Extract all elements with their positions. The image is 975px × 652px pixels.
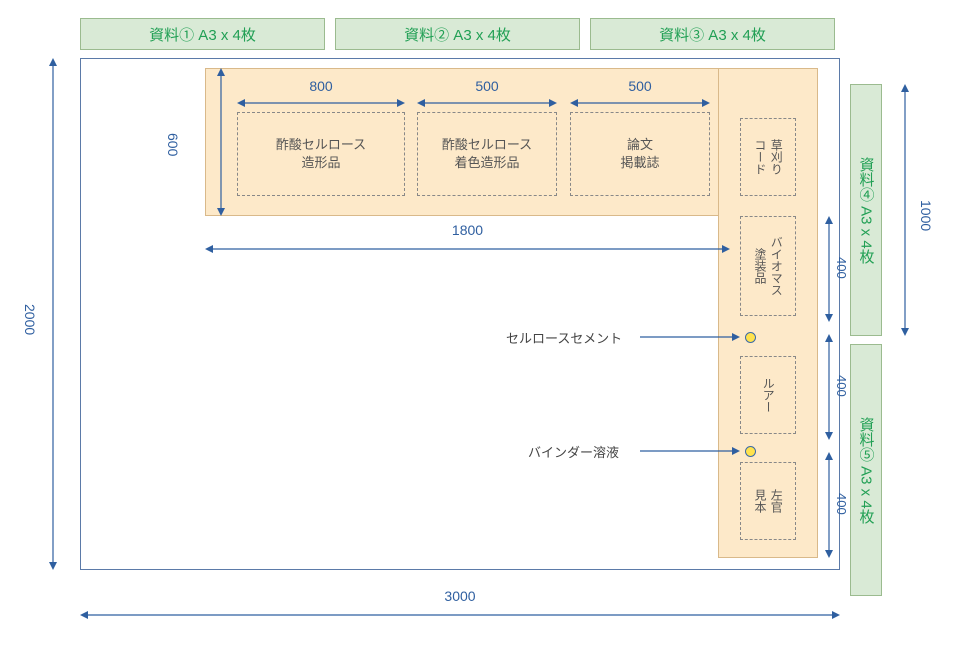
dim-arrow-2000 bbox=[48, 58, 58, 570]
panel-doc-3: 資料③ A3 x 4枚 bbox=[590, 18, 835, 50]
dim-arrow-1800 bbox=[205, 244, 730, 254]
annot-binder-solution: バインダー溶液 bbox=[528, 442, 619, 461]
panel-doc-1-label: 資料① A3 x 4枚 bbox=[149, 24, 256, 45]
dim-500b: 500 bbox=[570, 78, 710, 94]
panel-doc-3-label: 資料③ A3 x 4枚 bbox=[659, 24, 766, 45]
dot-cellulose-cement bbox=[745, 332, 756, 343]
box-cellulose-acetate-label: 酢酸セルロース 造形品 bbox=[276, 136, 366, 171]
panel-doc-5-label: 資料⑤ A3 x 4枚 bbox=[856, 417, 877, 524]
dim-600: 600 bbox=[165, 115, 181, 175]
dim-800: 800 bbox=[237, 78, 405, 94]
box-biomass-paint: バイオマス 塗装品 bbox=[740, 216, 796, 316]
box-plaster-sample: 左官 見本 bbox=[740, 462, 796, 540]
dim-arrow-3000 bbox=[80, 610, 840, 620]
dim-arrow-500a bbox=[417, 98, 557, 108]
box-journal-label: 論文 掲載誌 bbox=[620, 136, 659, 171]
dot-binder-solution bbox=[745, 446, 756, 457]
annot-cellulose-cement: セルロースセメント bbox=[506, 328, 622, 347]
leader-binder-solution bbox=[640, 446, 740, 456]
box-grass-cord-label: 草刈り コード bbox=[752, 139, 784, 175]
box-colored-cellulose-label: 酢酸セルロース 着色造形品 bbox=[442, 136, 532, 171]
dim-400a: 400 bbox=[834, 248, 849, 288]
box-biomass-paint-label: バイオマス 塗装品 bbox=[752, 236, 784, 296]
dim-arrow-400a bbox=[824, 216, 834, 322]
panel-doc-2: 資料② A3 x 4枚 bbox=[335, 18, 580, 50]
panel-doc-2-label: 資料② A3 x 4枚 bbox=[404, 24, 511, 45]
dim-arrow-400c bbox=[824, 452, 834, 558]
panel-doc-4-label: 資料④ A3 x 4枚 bbox=[856, 157, 877, 264]
dim-500a: 500 bbox=[417, 78, 557, 94]
box-plaster-sample-label: 左官 見本 bbox=[752, 489, 784, 513]
panel-doc-4: 資料④ A3 x 4枚 bbox=[850, 84, 882, 336]
box-colored-cellulose: 酢酸セルロース 着色造形品 bbox=[417, 112, 557, 196]
dim-arrow-800 bbox=[237, 98, 405, 108]
dim-arrow-500b bbox=[570, 98, 710, 108]
panel-doc-5: 資料⑤ A3 x 4枚 bbox=[850, 344, 882, 596]
dim-2000: 2000 bbox=[22, 290, 38, 350]
dim-1000: 1000 bbox=[918, 186, 934, 246]
box-lure: ルアー bbox=[740, 356, 796, 434]
box-cellulose-acetate: 酢酸セルロース 造形品 bbox=[237, 112, 405, 196]
panel-doc-1: 資料① A3 x 4枚 bbox=[80, 18, 325, 50]
box-lure-label: ルアー bbox=[760, 377, 776, 413]
dim-400b: 400 bbox=[834, 366, 849, 406]
dim-arrow-600 bbox=[216, 68, 226, 216]
dim-3000: 3000 bbox=[80, 588, 840, 604]
dim-arrow-400b bbox=[824, 334, 834, 440]
dim-arrow-1000 bbox=[900, 84, 910, 336]
dim-1800: 1800 bbox=[205, 222, 730, 238]
box-grass-cord: 草刈り コード bbox=[740, 118, 796, 196]
dim-400c: 400 bbox=[834, 484, 849, 524]
leader-cellulose-cement bbox=[640, 332, 740, 342]
box-journal: 論文 掲載誌 bbox=[570, 112, 710, 196]
